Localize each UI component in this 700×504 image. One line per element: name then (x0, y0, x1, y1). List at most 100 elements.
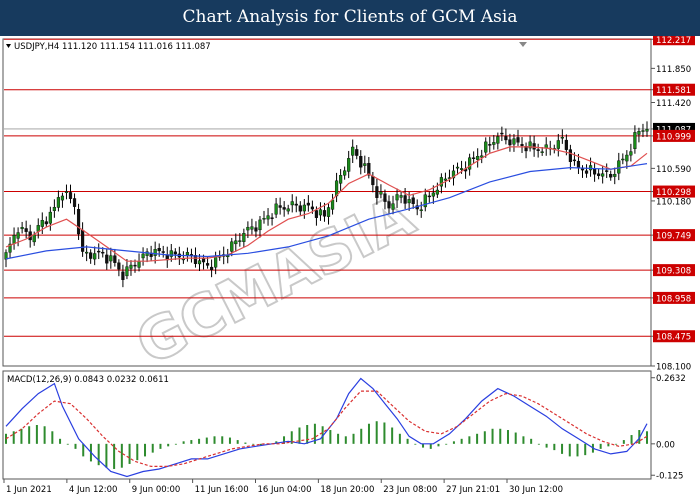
macd-histogram-bar (43, 426, 46, 444)
macd-histogram-bar (283, 436, 286, 444)
candle-body (536, 149, 540, 151)
macd-histogram-bar (35, 425, 38, 444)
candle-body (214, 256, 218, 268)
candle-body (395, 194, 399, 201)
candle-body (85, 251, 89, 254)
candle-body (564, 139, 568, 150)
candle-body (387, 201, 391, 209)
candle-body (411, 197, 415, 204)
candle-body (197, 260, 202, 265)
candle-body (8, 243, 12, 253)
candle-body (371, 175, 375, 186)
candle-body (121, 271, 125, 280)
candle-body (326, 207, 331, 217)
candle-body (169, 250, 173, 257)
candle-body (318, 209, 323, 216)
macd-histogram-bar (82, 443, 85, 457)
macd-histogram-bar (398, 433, 401, 444)
candle-body (572, 159, 577, 162)
level-label-bg (653, 330, 695, 343)
symbol-dropdown-icon[interactable] (6, 44, 11, 48)
macd-histogram-bar (391, 427, 394, 444)
candle-body (516, 137, 520, 143)
candle-body (399, 195, 403, 198)
candle-body (314, 210, 319, 218)
macd-histogram-bar (406, 438, 409, 444)
macd-histogram-bar (414, 443, 417, 445)
page-title: Chart Analysis for Clients of GCM Asia (182, 7, 518, 27)
candle-body (238, 240, 242, 242)
candle-body (568, 149, 573, 162)
macd-histogram-bar (105, 443, 108, 468)
macd-histogram-bar (113, 443, 116, 469)
candle-body (375, 186, 379, 198)
macd-tick-label: 0.00 (656, 440, 675, 450)
candle-body (363, 163, 367, 166)
macd-histogram-bar (545, 443, 548, 448)
level-label-bg (653, 291, 695, 304)
price-tick-label: 111.420 (656, 99, 691, 109)
candle-body (379, 191, 383, 195)
candle-body (68, 192, 73, 199)
macd-histogram-bar (213, 436, 216, 444)
price-tick-label: 110.298 (656, 188, 691, 198)
candle-body (4, 252, 8, 260)
macd-histogram-bar (383, 422, 386, 444)
macd-tick-label: -0.125 (656, 472, 683, 482)
candle-body (242, 233, 246, 242)
macd-histogram-bar (429, 443, 432, 449)
candle-body (105, 254, 109, 264)
macd-histogram-bar (144, 443, 147, 457)
macd-lines (5, 377, 648, 478)
candle-body (302, 204, 306, 212)
candle-body (286, 208, 290, 212)
macd-histogram-bar (97, 443, 100, 466)
candle-body (56, 197, 61, 208)
x-tick-label: 16 Jun 04:00 (258, 485, 312, 495)
candle-body (625, 154, 629, 162)
candle-body (306, 202, 310, 206)
price-axis-labels: 112.217111.850111.581111.420111.087110.9… (651, 33, 695, 373)
candle-body (439, 177, 443, 187)
shift-marker-icon (519, 42, 527, 47)
candle-body (141, 253, 145, 259)
macd-histogram-bar (306, 425, 309, 444)
candle-body (64, 191, 69, 193)
macd-histogram-bar (298, 427, 301, 444)
candle-body (113, 255, 117, 263)
candle-body (367, 162, 371, 176)
macd-histogram-bar (120, 443, 123, 468)
macd-histogram-bar (483, 431, 486, 444)
candle-body (500, 132, 504, 135)
macd-histogram-bar (576, 443, 579, 457)
macd-histogram-bar (568, 443, 571, 457)
macd-histogram-bar (553, 443, 556, 451)
candle-body (496, 136, 500, 144)
price-moving-averages (5, 146, 648, 262)
level-label-bg (653, 83, 695, 96)
candle-body (40, 220, 44, 227)
macd-histogram-bar (561, 443, 564, 454)
macd-histogram-bar (20, 428, 23, 444)
candle-body (250, 226, 254, 230)
candle-body (330, 199, 335, 210)
candle-body (48, 211, 52, 224)
candle-body (278, 205, 282, 208)
price-tick-label: 110.999 (656, 132, 691, 142)
candle-body (36, 225, 40, 232)
candle-body (157, 248, 161, 252)
candle-body (592, 168, 597, 175)
candle-body (254, 227, 258, 232)
macd-histogram-bar (136, 443, 139, 461)
candle-body (512, 138, 516, 145)
macd-histogram-bar (167, 443, 170, 447)
candle-body (431, 192, 435, 197)
candle-body (605, 170, 609, 172)
x-tick-label: 27 Jun 21:01 (446, 485, 500, 495)
candle-body (294, 203, 298, 206)
x-tick-label: 11 Jun 16:00 (195, 485, 249, 495)
candle-body (584, 170, 589, 174)
candle-body (435, 189, 439, 195)
candle-body (282, 207, 286, 210)
candle-body (613, 173, 617, 177)
